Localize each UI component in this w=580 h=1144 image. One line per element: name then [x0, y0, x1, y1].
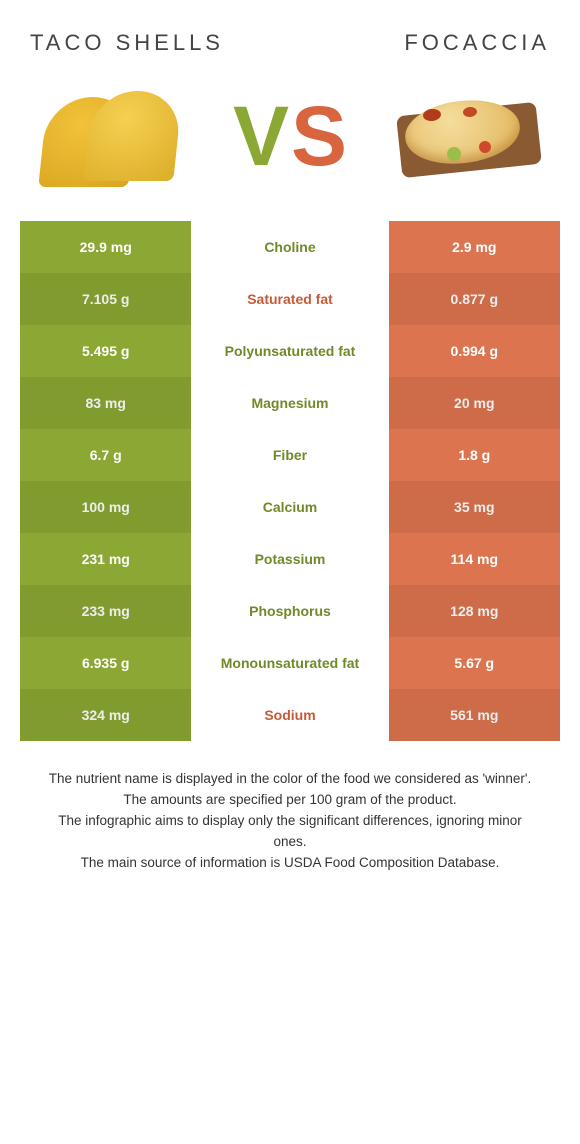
nutrient-label: Phosphorus — [191, 585, 388, 637]
nutrient-label: Polyunsaturated fat — [191, 325, 388, 377]
taco-shells-image — [30, 81, 195, 191]
hero-row: VS — [20, 81, 560, 221]
left-value: 5.495 g — [20, 325, 191, 377]
nutrient-label: Potassium — [191, 533, 388, 585]
table-row: 83 mgMagnesium20 mg — [20, 377, 560, 429]
right-value: 0.877 g — [389, 273, 560, 325]
table-row: 6.7 gFiber1.8 g — [20, 429, 560, 481]
table-row: 5.495 gPolyunsaturated fat0.994 g — [20, 325, 560, 377]
title-left: Taco shells — [30, 30, 224, 56]
table-row: 29.9 mgCholine2.9 mg — [20, 221, 560, 273]
nutrient-label: Magnesium — [191, 377, 388, 429]
right-value: 114 mg — [389, 533, 560, 585]
left-value: 324 mg — [20, 689, 191, 741]
caption-line: The infographic aims to display only the… — [44, 811, 536, 853]
right-value: 1.8 g — [389, 429, 560, 481]
right-value: 128 mg — [389, 585, 560, 637]
nutrient-label: Calcium — [191, 481, 388, 533]
right-value: 561 mg — [389, 689, 560, 741]
left-value: 29.9 mg — [20, 221, 191, 273]
nutrient-label: Fiber — [191, 429, 388, 481]
right-value: 5.67 g — [389, 637, 560, 689]
caption-line: The main source of information is USDA F… — [44, 853, 536, 874]
vs-label: VS — [233, 94, 347, 178]
table-row: 100 mgCalcium35 mg — [20, 481, 560, 533]
right-value: 20 mg — [389, 377, 560, 429]
table-row: 324 mgSodium561 mg — [20, 689, 560, 741]
right-value: 2.9 mg — [389, 221, 560, 273]
nutrient-table: 29.9 mgCholine2.9 mg7.105 gSaturated fat… — [20, 221, 560, 741]
table-row: 7.105 gSaturated fat0.877 g — [20, 273, 560, 325]
nutrient-label: Sodium — [191, 689, 388, 741]
caption-block: The nutrient name is displayed in the co… — [20, 741, 560, 874]
nutrient-label: Monounsaturated fat — [191, 637, 388, 689]
vs-v: V — [233, 94, 289, 178]
nutrient-label: Saturated fat — [191, 273, 388, 325]
nutrient-label: Choline — [191, 221, 388, 273]
table-row: 231 mgPotassium114 mg — [20, 533, 560, 585]
titles-row: Taco shells Focaccia — [20, 30, 560, 81]
table-row: 233 mgPhosphorus128 mg — [20, 585, 560, 637]
left-value: 83 mg — [20, 377, 191, 429]
left-value: 233 mg — [20, 585, 191, 637]
right-value: 0.994 g — [389, 325, 560, 377]
vs-s: S — [291, 94, 347, 178]
left-value: 7.105 g — [20, 273, 191, 325]
table-row: 6.935 gMonounsaturated fat5.67 g — [20, 637, 560, 689]
left-value: 231 mg — [20, 533, 191, 585]
left-value: 6.7 g — [20, 429, 191, 481]
left-value: 100 mg — [20, 481, 191, 533]
caption-line: The nutrient name is displayed in the co… — [44, 769, 536, 790]
title-right: Focaccia — [404, 30, 550, 56]
right-value: 35 mg — [389, 481, 560, 533]
caption-line: The amounts are specified per 100 gram o… — [44, 790, 536, 811]
left-value: 6.935 g — [20, 637, 191, 689]
focaccia-image — [385, 81, 550, 191]
